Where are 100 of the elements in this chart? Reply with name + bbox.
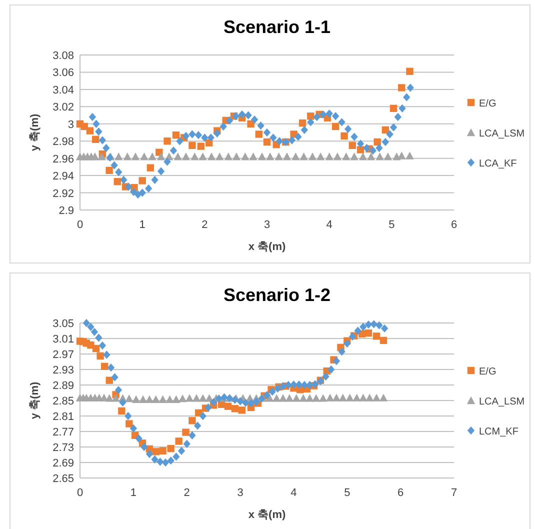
- point: [288, 136, 296, 144]
- point: [326, 394, 334, 402]
- x-axis-title: x 축(m): [248, 241, 286, 253]
- point: [364, 320, 372, 329]
- point: [178, 446, 186, 455]
- point: [258, 152, 266, 160]
- y-tick-label: 2.98: [52, 136, 74, 148]
- point: [298, 119, 306, 127]
- point: [207, 134, 214, 142]
- point: [130, 188, 138, 196]
- y-tick-label: 3.04: [52, 84, 74, 96]
- point: [162, 458, 170, 467]
- point: [352, 394, 361, 402]
- point: [307, 112, 314, 120]
- point: [325, 152, 334, 160]
- x-axis-title: x 축(m): [248, 509, 286, 521]
- y-tick-label: 2.92: [52, 188, 74, 200]
- point: [299, 394, 308, 402]
- point: [316, 152, 325, 160]
- point: [152, 395, 160, 403]
- point: [125, 182, 132, 191]
- point: [88, 112, 96, 122]
- point: [372, 332, 380, 340]
- point: [380, 324, 388, 333]
- point: [132, 395, 140, 403]
- point: [300, 380, 308, 390]
- x-tick-label: 5: [344, 487, 350, 499]
- point: [106, 166, 113, 174]
- point: [358, 152, 368, 160]
- point: [174, 152, 182, 160]
- point: [190, 152, 199, 160]
- point: [406, 68, 414, 75]
- point: [175, 438, 182, 445]
- point: [236, 397, 244, 406]
- point: [188, 142, 196, 150]
- point: [374, 138, 381, 146]
- point: [332, 112, 340, 120]
- point: [320, 110, 327, 119]
- point: [112, 394, 120, 402]
- point: [307, 118, 314, 126]
- point: [185, 394, 194, 402]
- point: [244, 111, 252, 120]
- point: [183, 440, 190, 448]
- point: [98, 341, 106, 350]
- point: [338, 394, 347, 402]
- point: [131, 152, 140, 160]
- point: [376, 144, 383, 152]
- x-tick-label: 1: [139, 219, 146, 231]
- point: [188, 417, 196, 424]
- point: [120, 176, 128, 184]
- point: [164, 138, 171, 145]
- point: [119, 398, 126, 407]
- point: [300, 152, 308, 160]
- point: [338, 118, 346, 126]
- point: [250, 115, 258, 124]
- point: [138, 177, 146, 184]
- point: [188, 431, 196, 440]
- legend-label: LCA_LSM: [479, 128, 525, 140]
- x-tick-label: 6: [398, 487, 404, 499]
- point: [394, 112, 402, 122]
- point: [346, 394, 354, 402]
- point: [272, 394, 281, 402]
- point: [114, 152, 123, 160]
- point: [232, 152, 241, 160]
- point: [372, 394, 381, 402]
- point: [102, 144, 110, 152]
- point: [384, 152, 392, 160]
- point: [344, 124, 352, 134]
- point: [198, 152, 207, 160]
- point: [332, 356, 340, 366]
- y-tick-label: 2.81: [52, 411, 74, 423]
- point: [198, 394, 207, 402]
- point: [364, 329, 372, 337]
- point: [350, 132, 358, 141]
- point: [263, 138, 271, 146]
- point: [226, 116, 234, 125]
- point: [90, 152, 100, 160]
- point: [199, 412, 206, 420]
- x-tick-label: 0: [76, 219, 84, 231]
- chart-title: Scenario 1-1: [223, 17, 331, 37]
- point: [380, 336, 388, 344]
- point: [130, 424, 138, 432]
- point: [386, 130, 394, 138]
- point: [376, 321, 383, 330]
- point: [220, 122, 227, 131]
- point: [90, 328, 98, 336]
- y-tick-label: 2.77: [52, 426, 74, 438]
- point: [257, 122, 264, 130]
- point: [151, 176, 158, 184]
- point: [363, 144, 370, 152]
- point: [172, 131, 180, 139]
- point: [124, 412, 132, 420]
- point: [398, 104, 406, 112]
- y-tick-label: 3.05: [52, 318, 74, 330]
- point: [379, 394, 388, 402]
- point: [348, 142, 356, 150]
- legend-label: LCM_KF: [479, 426, 518, 438]
- y-tick-label: 2.96: [52, 153, 74, 166]
- point: [403, 93, 410, 102]
- point: [167, 456, 174, 465]
